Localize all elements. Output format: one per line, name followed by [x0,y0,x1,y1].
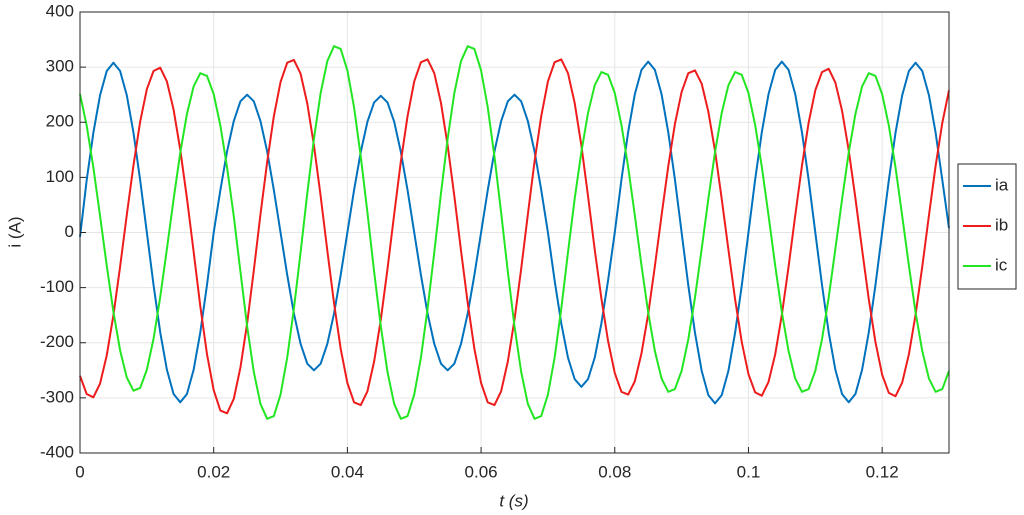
legend-label: ib [995,215,1008,234]
x-tick-label: 0.12 [866,462,899,481]
x-tick-label: 0.06 [465,462,498,481]
x-tick-label: 0.08 [598,462,631,481]
legend-label: ic [995,255,1008,274]
y-axis-label: i (A) [5,216,24,247]
series-line [79,58,950,415]
y-tick-label: 400 [46,1,74,20]
x-tick-label: 0.02 [197,462,230,481]
plot-lines [79,45,950,420]
legend-label: ia [995,175,1009,194]
legend: ia ib ic [957,163,1017,290]
x-tick-label: 0.04 [331,462,364,481]
y-tick-label: 200 [46,112,74,131]
y-tick-label: -300 [40,387,74,406]
y-tick-label: 100 [46,167,74,186]
series-line [79,45,950,420]
y-tick-label: -200 [40,332,74,351]
x-tick-label: 0.1 [737,462,761,481]
y-tick-label: 300 [46,57,74,76]
y-tick-label: -400 [40,442,74,461]
ticks: -400 -300 -200 -100 0 100 200 300 400 0 0.02 0.04 0.… [40,1,899,481]
x-axis-label: t (s) [499,491,528,510]
x-tick-label: 0 [75,462,84,481]
grid [79,11,949,454]
y-tick-label: -100 [40,277,74,296]
y-tick-label: 0 [65,222,74,241]
